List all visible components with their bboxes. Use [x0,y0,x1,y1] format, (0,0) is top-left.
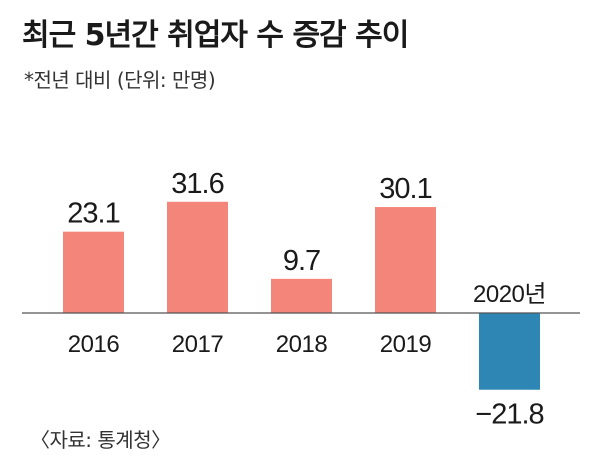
bar-2019 [375,207,436,313]
value-label-2016: 23.1 [67,198,119,230]
chart-title: 최근 5년간 취업자 수 증감 추이 [22,18,409,53]
value-label-2019: 30.1 [379,173,431,205]
chart-subtitle: *전년 대비 (단위: 만명) [24,68,216,92]
category-label-2019: 2019 [380,331,432,358]
category-label-2020년: 2020년 [473,281,546,308]
category-label-2018: 2018 [276,331,328,358]
value-label-2020년: −21.8 [475,399,543,431]
value-label-2018: 9.7 [283,245,320,277]
bar-2018 [271,278,332,313]
bar-2017 [167,201,228,313]
category-label-2016: 2016 [68,331,120,358]
bar-2020년 [479,313,540,390]
bar-2016 [63,231,124,313]
value-label-2017: 31.6 [171,168,223,200]
category-label-2017: 2017 [172,331,224,358]
source-note: 〈자료: 통계청〉 [30,428,171,452]
